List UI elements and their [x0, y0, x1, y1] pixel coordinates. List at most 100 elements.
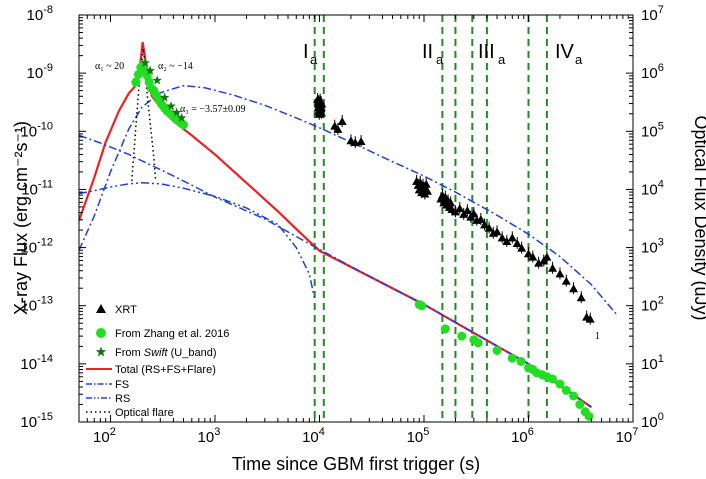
- xrt-point: [528, 252, 538, 261]
- xrt-point: [542, 252, 552, 261]
- xrt-point: [512, 238, 522, 247]
- phase-IV-text: IV: [555, 41, 575, 63]
- swift-u-point: [140, 57, 150, 67]
- xrt-point: [576, 293, 586, 302]
- y-axis-title: X-ray Flux (erg cm⁻²s⁻¹): [11, 121, 31, 315]
- swift-u-point: [171, 107, 182, 117]
- y-right-tick-label: 101: [641, 353, 664, 373]
- xrt-point: [507, 233, 517, 242]
- x-tick-label: 106: [511, 426, 534, 446]
- zhang-point: [569, 391, 579, 401]
- legend-star-marker: [95, 346, 107, 357]
- y-tick-label: 10-9: [27, 62, 53, 82]
- xrt-point: [534, 258, 544, 267]
- y-tick-label: 10-12: [20, 237, 53, 257]
- xrt-point: [484, 223, 494, 232]
- xrt-point: [548, 263, 558, 272]
- series-line-rs: [79, 182, 316, 300]
- zhang-point: [473, 338, 483, 348]
- xrt-point: [585, 314, 595, 323]
- xrt-point: [476, 215, 486, 223]
- xrt-point: [316, 108, 326, 117]
- swift-u-point: [159, 92, 170, 102]
- legend-swift-italic: Swift: [144, 347, 169, 359]
- xrt-point: [455, 203, 465, 212]
- zhang-point: [131, 77, 141, 87]
- y-tick-label: 10-15: [20, 411, 53, 431]
- xrt-point: [497, 233, 507, 242]
- swift-u-point: [152, 75, 162, 85]
- y-right-tick-label: 104: [641, 178, 664, 198]
- axis-ticks: [78, 14, 634, 423]
- y-tick-label: 10-14: [20, 353, 53, 373]
- xrt-point: [450, 207, 460, 216]
- zhang-point: [133, 69, 143, 79]
- xrt-point: [555, 269, 565, 278]
- xrt-point: [422, 186, 432, 195]
- series-line-fs: [79, 84, 618, 316]
- legend-label-zhang: From Zhang et al. 2016: [115, 328, 229, 340]
- legend-circle-marker: [96, 328, 106, 338]
- y-right-tick-label: 105: [641, 120, 664, 140]
- y-right-tick-label: 107: [641, 4, 664, 24]
- phase-label-II: II a: [422, 41, 444, 67]
- alpha3-annotation: α₃ = −3.57±0.09: [180, 104, 246, 115]
- y-right-tick-label: 102: [641, 295, 664, 315]
- xrt-point: [502, 236, 512, 245]
- phase-I-sub: a: [310, 52, 318, 67]
- x-tick-label: 105: [407, 426, 430, 446]
- legend-label-rs: RS: [115, 393, 130, 405]
- legend: XRT From Zhang et al. 2016 From Swift (U…: [86, 304, 229, 419]
- series-line-fs-low: [79, 134, 592, 408]
- legend-swift-suffix: (U_band): [168, 347, 217, 359]
- zhang-point: [555, 379, 565, 389]
- data-markers: [131, 57, 595, 421]
- zhang-point: [575, 399, 585, 409]
- xrt-point: [469, 209, 479, 218]
- x-tick-label: 103: [198, 426, 221, 446]
- xrt-point: [517, 243, 527, 252]
- zhang-point: [440, 324, 450, 334]
- x-tick-label: 102: [93, 426, 116, 446]
- phase-label-IV: IV a: [555, 41, 583, 67]
- phase-label-I: I a: [303, 41, 318, 67]
- alpha2-annotation: α₂ ~ −14: [158, 61, 193, 72]
- y-right-tick-label: 100: [641, 411, 664, 431]
- xrt-point: [333, 124, 343, 133]
- phase-III-sub: a: [498, 52, 506, 67]
- zhang-point: [516, 356, 526, 366]
- xrt-point: [480, 220, 490, 229]
- legend-label-total: Total (RS+FS+Flare): [115, 364, 216, 376]
- phase-III-text: III: [478, 41, 495, 63]
- tail-label: 1: [595, 331, 600, 342]
- tick-labels: 102 103 104 105 106 107 10-15 10-14 10-13 10-12 10…: [20, 4, 663, 446]
- legend-triangle-marker: [96, 304, 106, 313]
- zhang-point: [561, 385, 571, 395]
- zhang-point: [584, 411, 594, 421]
- zhang-point: [417, 301, 427, 311]
- xrt-point: [337, 117, 347, 126]
- zhang-point: [492, 345, 502, 355]
- y-tick-label: 10-13: [20, 295, 53, 315]
- xrt-point: [561, 276, 571, 285]
- legend-label-xrt: XRT: [115, 304, 137, 316]
- x-tick-label: 104: [302, 426, 325, 446]
- y-tick-label: 10-11: [21, 178, 53, 198]
- phase-label-III: III a: [478, 41, 506, 67]
- y-right-axis-title: Optical Flux Density (uJy): [691, 115, 706, 320]
- zhang-point: [457, 331, 467, 341]
- phase-boundaries: [313, 15, 548, 422]
- series-line-optical-flare: [131, 48, 157, 181]
- y-tick-label: 10-10: [20, 120, 53, 140]
- y-right-tick-label: 106: [641, 62, 664, 82]
- legend-label-flare: Optical flare: [115, 407, 174, 419]
- xrt-point: [462, 206, 472, 215]
- xrt-point: [446, 198, 456, 207]
- zhang-point: [179, 120, 189, 130]
- swift-u-point: [145, 65, 155, 75]
- xrt-point: [523, 249, 533, 258]
- y-tick-label: 10-8: [27, 4, 53, 24]
- legend-label-fs: FS: [115, 379, 129, 391]
- swift-u-point: [176, 112, 187, 122]
